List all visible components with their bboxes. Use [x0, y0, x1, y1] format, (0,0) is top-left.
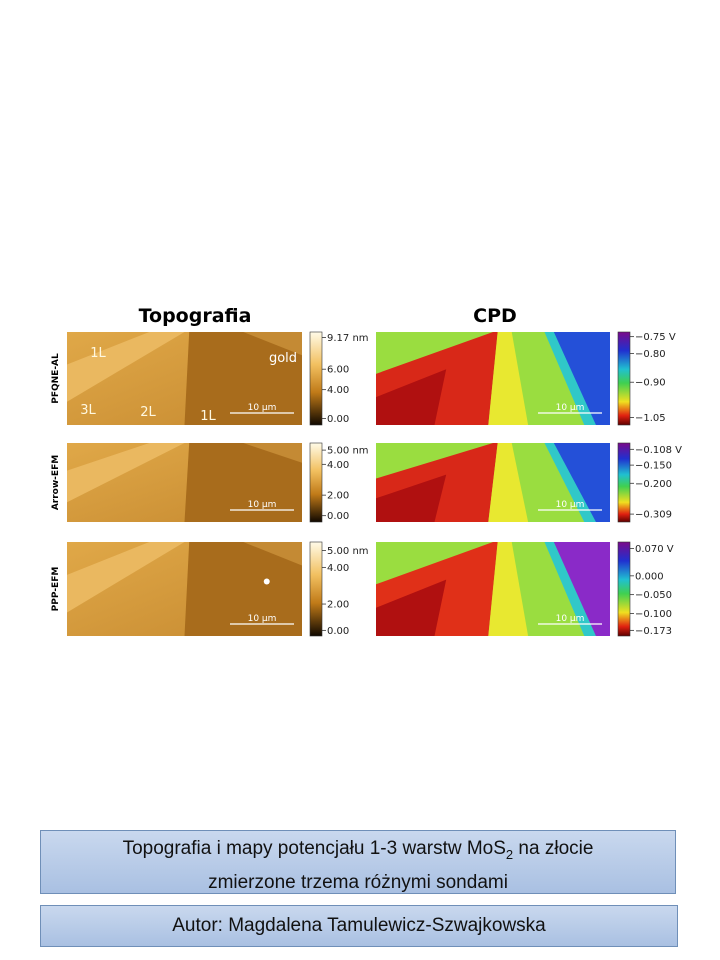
author: Autor: Magdalena Tamulewicz-Szwajkowska [172, 915, 546, 936]
color-bar [617, 541, 631, 637]
terrace [67, 542, 185, 613]
column-title: CPD [473, 305, 517, 327]
color-bar-label: 6.00 [327, 365, 349, 376]
particle [263, 578, 270, 585]
region [376, 369, 447, 425]
scale-bar-label: 10 µm [248, 500, 277, 510]
color-bar-label: 4.00 [327, 460, 349, 471]
color-bar-label: 4.00 [327, 563, 349, 574]
region-label: gold [269, 351, 297, 366]
color-bar [309, 541, 323, 637]
color-bar-label: 0.00 [327, 626, 349, 637]
region-label: 1L [90, 346, 106, 361]
color-bar-label: −0.173 [635, 626, 672, 637]
color-bar-label: −0.200 [635, 479, 672, 490]
color-bar-label: 2.00 [327, 600, 349, 611]
terrace [243, 332, 302, 356]
terrace [67, 332, 185, 402]
color-bar-label: 0.00 [327, 414, 349, 425]
color-bar-label: 5.00 nm [327, 546, 369, 557]
region [551, 443, 610, 522]
caption-subscript: 2 [505, 846, 514, 862]
caption-text: Topografia i mapy potencjału 1-3 warstw … [122, 838, 506, 859]
color-bar-label: 9.17 nm [327, 333, 369, 344]
region [488, 443, 529, 522]
region-label: 3L [80, 403, 96, 418]
region-label: 2L [140, 405, 156, 420]
terrace [184, 443, 302, 522]
region [488, 542, 529, 636]
region [488, 332, 529, 425]
color-bar [309, 331, 323, 426]
terrace [243, 443, 302, 463]
figure: Topografia CPD PFQNE-AL 10 µm 10 µm 1L gold 3… [51, 305, 682, 637]
color-bar-label: −0.050 [635, 590, 672, 601]
terrace [184, 332, 302, 425]
color-bar-label: −0.75 V [635, 332, 676, 343]
color-bar-label: −0.108 V [635, 445, 682, 456]
color-bar-label: −0.309 [635, 510, 672, 521]
scale-bar-label: 10 µm [248, 403, 277, 413]
terrace [184, 542, 302, 636]
region [551, 542, 610, 636]
color-bar-label: 4.00 [327, 385, 349, 396]
color-bar-label: 5.00 nm [327, 446, 369, 457]
region [544, 332, 596, 425]
terrace [243, 542, 302, 566]
color-bar-label: 0.000 [635, 571, 664, 582]
scale-bar-label: 10 µm [556, 614, 585, 624]
region [376, 579, 447, 636]
color-bar [617, 331, 631, 426]
terrace [67, 443, 185, 503]
probe-label: PFQNE-AL [51, 353, 61, 404]
color-bar-label: 0.00 [327, 511, 349, 522]
region [544, 542, 596, 636]
region [551, 332, 610, 425]
caption-text: zmierzone trzema różnymi sondami [208, 871, 508, 893]
color-bar-label: −0.90 [635, 378, 666, 389]
scale-bar-label: 10 µm [248, 614, 277, 624]
probe-label: Arrow-EFM [51, 455, 61, 510]
color-bar-label: −1.05 [635, 413, 666, 424]
caption-text: na złocie [513, 838, 594, 859]
caption-box: Topografia i mapy potencjału 1-3 warstw … [40, 830, 676, 894]
color-bar [617, 442, 631, 523]
region-label: 1L [200, 409, 216, 424]
region [544, 443, 596, 522]
column-title: Topografia [139, 305, 252, 327]
probe-label: PPP-EFM [51, 567, 61, 612]
author-box: Autor: Magdalena Tamulewicz-Szwajkowska [40, 905, 678, 947]
scale-bar-label: 10 µm [556, 403, 585, 413]
color-bar [309, 442, 323, 523]
color-bar-label: −0.100 [635, 609, 672, 620]
region [376, 474, 447, 522]
color-bar-label: −0.150 [635, 461, 672, 472]
color-bar-label: 0.070 V [635, 544, 674, 555]
color-bar-label: 2.00 [327, 491, 349, 502]
scale-bar-label: 10 µm [556, 500, 585, 510]
color-bar-label: −0.80 [635, 349, 666, 360]
